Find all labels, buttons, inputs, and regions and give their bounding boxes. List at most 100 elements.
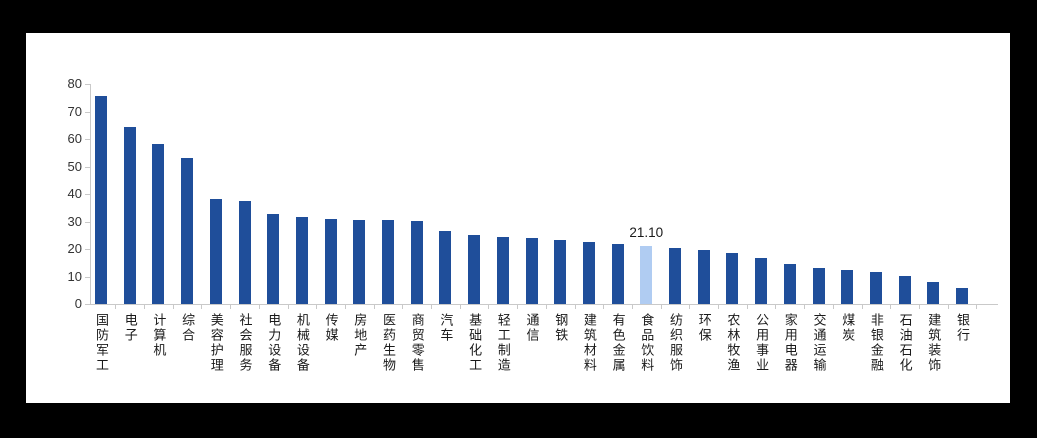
x-tick-mark: [344, 305, 346, 309]
y-tick-mark: [85, 166, 90, 168]
x-axis-label: 建筑装饰: [926, 313, 942, 373]
bar-highlighted: [640, 245, 653, 304]
bar: [956, 288, 968, 304]
x-tick-mark: [230, 305, 232, 309]
x-axis-label: 纺织服饰: [668, 313, 683, 373]
y-tick-mark: [85, 221, 90, 223]
bar: [582, 241, 595, 304]
x-axis-label: 综合: [180, 313, 196, 343]
x-tick-mark: [287, 305, 289, 309]
x-tick-mark: [431, 305, 433, 309]
y-tick-mark: [85, 304, 90, 305]
x-axis-label: 社会服务: [237, 313, 253, 373]
bar: [611, 243, 624, 304]
x-axis-label: 非银金融: [868, 313, 884, 373]
bar: [927, 282, 940, 304]
chart-canvas: 0 10 20 30 40 50 60 70 80 国防军工 电子 计算机 综合 美容护理 社会服务 电力设备…: [26, 33, 1010, 403]
x-tick-mark: [488, 305, 490, 309]
x-axis-label: 交通运输: [811, 313, 827, 373]
bar: [869, 271, 882, 304]
y-tick-mark: [85, 84, 90, 85]
bar: [295, 217, 308, 304]
bar: [468, 235, 481, 304]
x-tick-mark: [574, 305, 576, 309]
bar: [439, 231, 452, 304]
x-axis-label: 环保: [696, 313, 712, 343]
bar: [669, 248, 681, 304]
x-axis-label: 石油石化: [897, 313, 913, 373]
bar: [382, 220, 394, 304]
bar: [812, 267, 825, 304]
x-axis-label: 汽车: [438, 313, 454, 343]
x-axis-label: 房地产: [352, 313, 368, 358]
bar: [554, 240, 567, 304]
x-tick-mark: [258, 305, 260, 309]
bar: [525, 238, 538, 304]
y-axis-line: [90, 84, 91, 305]
x-axis-label: 医药生物: [381, 313, 396, 373]
y-tick-mark: [85, 139, 90, 140]
x-tick-mark: [947, 305, 949, 309]
y-tick-mark: [85, 194, 90, 195]
y-tick-label: 0: [74, 296, 82, 311]
x-axis-label: 钢铁: [553, 313, 569, 343]
x-axis-line: [90, 304, 998, 305]
x-tick-mark: [144, 305, 146, 309]
x-axis-label: 银行: [955, 313, 970, 343]
x-tick-mark: [804, 305, 806, 309]
x-tick-mark: [660, 305, 662, 309]
y-tick-label: 20: [67, 241, 82, 256]
bar-chart: 0 10 20 30 40 50 60 70 80 国防军工 电子 计算机 综合 美容护理 社会服务 电力设备…: [26, 33, 1010, 403]
bar: [209, 198, 222, 304]
y-tick-mark: [85, 276, 90, 278]
x-tick-mark: [976, 305, 978, 309]
x-tick-mark: [201, 305, 203, 309]
x-tick-mark: [718, 305, 720, 309]
bar: [238, 201, 251, 304]
x-tick-mark: [918, 305, 920, 309]
x-tick-mark: [631, 305, 633, 309]
bar: [95, 95, 107, 304]
x-axis-label: 食品饮料: [639, 313, 655, 373]
x-axis-label: 通信: [524, 313, 540, 343]
x-axis-label: 农林牧渔: [725, 313, 741, 373]
x-tick-mark: [172, 305, 174, 309]
y-tick-label: 60: [67, 131, 82, 146]
bar: [496, 236, 509, 304]
x-axis-label: 传媒: [323, 313, 339, 343]
x-tick-mark: [603, 305, 605, 309]
x-tick-mark: [517, 305, 519, 309]
x-axis-label: 建筑材料: [581, 313, 597, 373]
bar: [410, 220, 423, 304]
x-axis-label: 计算机: [151, 313, 167, 358]
y-tick-mark: [85, 249, 90, 250]
bar: [324, 219, 337, 304]
x-tick-mark: [316, 305, 318, 309]
x-tick-mark: [746, 305, 748, 309]
x-tick-mark: [545, 305, 547, 309]
x-axis-label: 公用事业: [754, 313, 770, 373]
bar: [726, 253, 739, 304]
bar: [123, 127, 136, 304]
x-axis-label: 煤炭: [840, 313, 856, 343]
bar: [898, 276, 911, 304]
y-tick-mark: [85, 111, 90, 113]
y-tick-label: 80: [67, 76, 82, 91]
x-axis-label: 机械设备: [294, 313, 310, 373]
bar: [152, 144, 165, 304]
y-tick-label: 40: [67, 186, 82, 201]
x-axis-label: 电力设备: [266, 313, 282, 373]
bar: [841, 269, 854, 304]
x-axis-label: 商贸零售: [409, 313, 425, 373]
x-axis-label: 基础化工: [467, 313, 483, 373]
bar: [353, 220, 366, 304]
x-axis-label: 有色金属: [610, 313, 626, 373]
x-axis-label: 轻工制造: [495, 313, 511, 373]
bar: [697, 250, 710, 304]
y-tick-label: 50: [67, 158, 82, 174]
y-tick-label: 70: [67, 103, 82, 119]
x-tick-mark: [689, 305, 691, 309]
y-tick-label: 30: [67, 213, 82, 229]
x-tick-mark: [832, 305, 834, 309]
